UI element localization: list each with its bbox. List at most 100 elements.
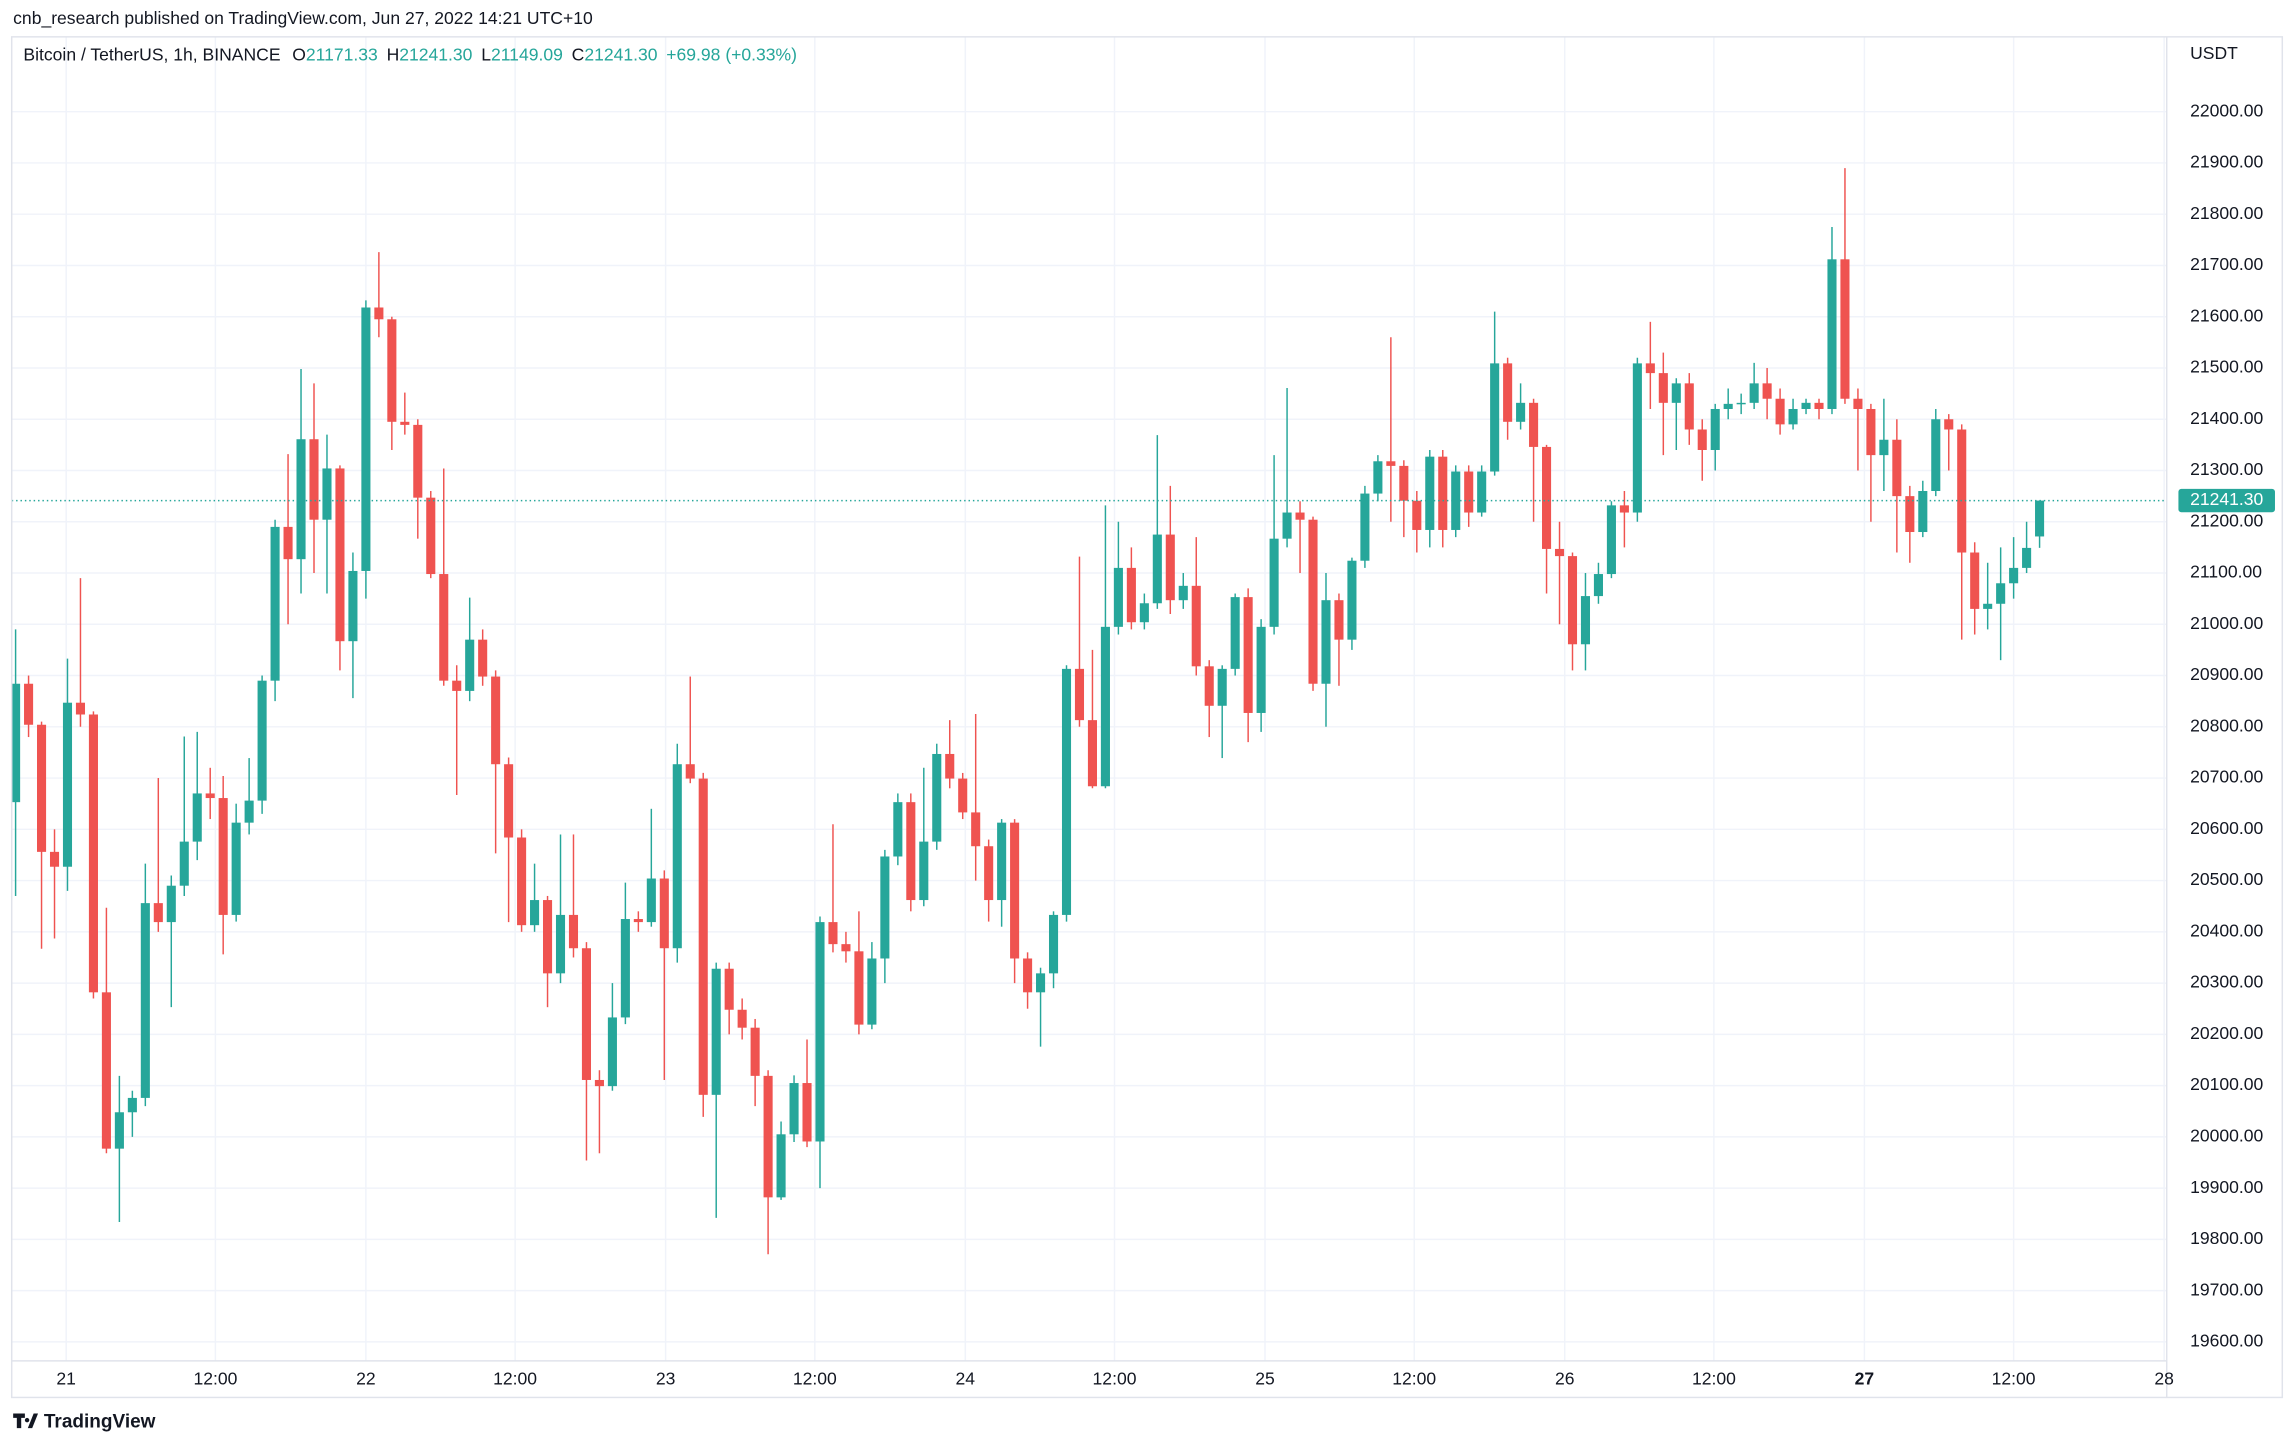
candle-body <box>1243 597 1253 713</box>
candle-body <box>542 900 553 974</box>
candle-body <box>1023 958 1033 993</box>
candle-body <box>945 753 955 779</box>
candle-body <box>504 764 514 838</box>
y-tick-label: 21600.00 <box>2190 305 2263 325</box>
candle-body <box>1567 556 1578 645</box>
x-tick-label: 21 <box>56 1369 76 1389</box>
candle-body <box>1879 439 1889 456</box>
candle-body <box>646 878 656 923</box>
y-tick-label: 21700.00 <box>2190 254 2263 274</box>
candle-body <box>1957 429 1967 553</box>
candle-body <box>828 922 838 945</box>
y-tick-label: 20700.00 <box>2190 767 2263 787</box>
candle-body <box>815 922 825 1142</box>
y-tick-label: 20800.00 <box>2190 715 2263 735</box>
candle-body <box>179 841 189 886</box>
x-tick-label: 12:00 <box>1992 1369 2036 1389</box>
candle-body <box>633 919 643 923</box>
candle-body <box>1723 403 1733 409</box>
candle-body <box>400 421 410 425</box>
candle-body <box>1554 548 1565 557</box>
candle-body <box>1438 456 1448 530</box>
candle-body <box>867 958 877 1025</box>
candle-body <box>1139 603 1149 623</box>
candle-body <box>1036 973 1046 993</box>
x-tick-label: 24 <box>956 1369 976 1389</box>
candle-body <box>1931 419 1941 492</box>
candle-body <box>1840 259 1850 399</box>
candle-body <box>659 878 669 949</box>
candle-body <box>1996 583 2006 604</box>
ohlc-value: 21171.33 <box>306 45 378 65</box>
candle-body <box>1399 465 1409 501</box>
ohlc-legend: Bitcoin / TetherUS, 1h, BINANCE O 21171.33… <box>23 45 797 65</box>
candle-body <box>1606 505 1616 575</box>
ohlc-key: L <box>481 45 491 65</box>
candle-body <box>491 676 501 765</box>
candle-body <box>1087 720 1097 787</box>
candle-body <box>841 944 851 952</box>
candle-body <box>1710 408 1720 450</box>
candle-body <box>101 992 111 1149</box>
candle-body <box>1516 402 1526 422</box>
candle-body <box>426 497 436 575</box>
candle-body <box>1905 496 1915 533</box>
candle-body <box>1645 363 1655 374</box>
y-tick-label: 19600.00 <box>2190 1331 2263 1351</box>
x-tick-label: 12:00 <box>1692 1369 1736 1389</box>
candle-body <box>1256 626 1266 713</box>
candle-body <box>322 468 332 520</box>
candle-body <box>1178 585 1188 601</box>
candle-body <box>763 1075 773 1198</box>
candle-body <box>854 951 864 1025</box>
candle-body <box>1632 363 1642 513</box>
brand-text: TradingView <box>44 1411 156 1432</box>
candle-body <box>880 856 890 959</box>
candle-body <box>1892 439 1902 497</box>
y-tick-label: 21100.00 <box>2190 562 2262 582</box>
candle-body <box>1334 600 1344 640</box>
x-tick-label: 23 <box>656 1369 676 1389</box>
candle-body <box>465 639 475 691</box>
y-tick-label: 21900.00 <box>2190 152 2263 172</box>
candle-body <box>1775 398 1785 425</box>
candle-body <box>1619 505 1629 513</box>
symbol: Bitcoin / TetherUS, 1h, BINANCE <box>23 45 280 65</box>
y-tick-label: 20300.00 <box>2190 972 2263 992</box>
x-tick-label: 27 <box>1855 1369 1875 1389</box>
x-tick-label: 12:00 <box>793 1369 837 1389</box>
y-tick-label: 19800.00 <box>2190 1228 2263 1248</box>
candle-body <box>413 424 423 498</box>
candle-body <box>231 822 241 915</box>
y-tick-label: 22000.00 <box>2190 100 2263 120</box>
candle-body <box>1736 402 1746 405</box>
candle-body <box>1788 408 1798 425</box>
candle-body <box>1749 383 1759 403</box>
y-tick-label: 21200.00 <box>2190 510 2263 530</box>
candle-body <box>1308 519 1318 684</box>
candle-body <box>1658 373 1668 403</box>
candle-body <box>2035 500 2045 537</box>
candle-body <box>257 680 267 801</box>
candle-body <box>607 1017 617 1087</box>
y-tick-label: 19900.00 <box>2190 1177 2263 1197</box>
candle-body <box>1191 585 1201 667</box>
candle-body <box>1113 567 1123 627</box>
candle-body <box>1269 538 1279 627</box>
frame <box>10 36 2284 1399</box>
candle-body <box>114 1112 124 1149</box>
candle-body <box>919 841 929 901</box>
candle-body <box>348 570 358 642</box>
y-tick-label: 20900.00 <box>2190 664 2263 684</box>
candle-body <box>1230 597 1240 669</box>
x-tick-label: 12:00 <box>1392 1369 1436 1389</box>
candle-body <box>1593 574 1603 597</box>
candle-body <box>153 903 163 923</box>
x-tick-label: 25 <box>1255 1369 1275 1389</box>
candle-body <box>568 914 579 949</box>
candle-body <box>192 793 202 842</box>
candle-body <box>127 1097 137 1113</box>
candle-body <box>1529 402 1539 447</box>
candle-body <box>478 639 488 677</box>
candle-body <box>737 1009 747 1028</box>
